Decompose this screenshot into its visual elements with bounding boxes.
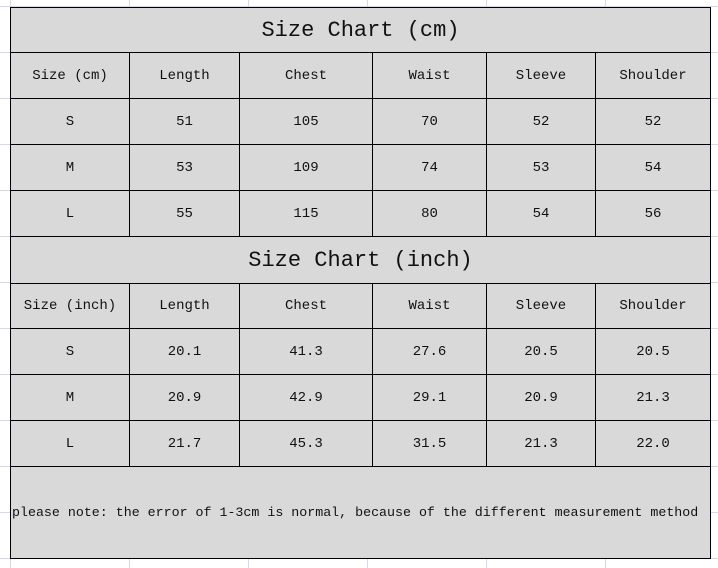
- data-cell[interactable]: 42.9: [239, 374, 373, 421]
- header-row: Size (inch) Length Chest Waist Sleeve Shoulde…: [10, 283, 712, 329]
- chart-title[interactable]: Size Chart (cm): [9, 7, 712, 53]
- chart-title[interactable]: Size Chart (inch): [9, 236, 712, 284]
- table-row: S 51 105 70 52 52: [10, 98, 712, 145]
- data-cell[interactable]: 56: [594, 190, 712, 237]
- data-cell[interactable]: 109: [239, 144, 373, 191]
- data-cell[interactable]: 21.3: [594, 374, 712, 421]
- data-cell[interactable]: 27.6: [372, 328, 487, 375]
- data-cell[interactable]: 20.9: [129, 374, 240, 421]
- table-row: L 21.7 45.3 31.5 21.3 22.0: [10, 420, 712, 467]
- data-cell[interactable]: 22.0: [594, 420, 712, 467]
- header-cell[interactable]: Waist: [372, 283, 487, 329]
- header-cell[interactable]: Shoulder: [594, 52, 712, 99]
- header-cell[interactable]: Sleeve: [486, 283, 596, 329]
- data-cell[interactable]: 21.3: [486, 420, 596, 467]
- data-cell[interactable]: S: [10, 98, 130, 145]
- data-cell[interactable]: 52: [486, 98, 596, 145]
- table-row: M 53 109 74 53 54: [10, 144, 712, 191]
- header-cell[interactable]: Waist: [372, 52, 487, 99]
- header-cell[interactable]: Size (cm): [10, 52, 130, 99]
- data-cell[interactable]: 20.5: [486, 328, 596, 375]
- data-cell[interactable]: M: [10, 374, 130, 421]
- data-cell[interactable]: 21.7: [129, 420, 240, 467]
- data-cell[interactable]: 20.9: [486, 374, 596, 421]
- data-cell[interactable]: 20.1: [129, 328, 240, 375]
- data-cell[interactable]: S: [10, 328, 130, 375]
- header-cell[interactable]: Sleeve: [486, 52, 596, 99]
- size-chart-sheet: Size Chart (cm) Size (cm) Length Chest Waist…: [9, 7, 712, 559]
- data-cell[interactable]: 20.5: [594, 328, 712, 375]
- data-cell[interactable]: L: [10, 420, 130, 467]
- data-cell[interactable]: 115: [239, 190, 373, 237]
- data-cell[interactable]: 80: [372, 190, 487, 237]
- data-cell[interactable]: L: [10, 190, 130, 237]
- data-cell[interactable]: 41.3: [239, 328, 373, 375]
- data-cell[interactable]: 45.3: [239, 420, 373, 467]
- data-cell[interactable]: 52: [594, 98, 712, 145]
- header-cell[interactable]: Length: [129, 52, 240, 99]
- header-cell[interactable]: Size (inch): [10, 283, 130, 329]
- data-cell[interactable]: M: [10, 144, 130, 191]
- table-row: M 20.9 42.9 29.1 20.9 21.3: [10, 374, 712, 421]
- data-cell[interactable]: 29.1: [372, 374, 487, 421]
- data-cell[interactable]: 74: [372, 144, 487, 191]
- header-cell[interactable]: Chest: [239, 52, 373, 99]
- data-cell[interactable]: 54: [486, 190, 596, 237]
- data-cell[interactable]: 105: [239, 98, 373, 145]
- header-cell[interactable]: Chest: [239, 283, 373, 329]
- data-cell[interactable]: 31.5: [372, 420, 487, 467]
- measurement-note[interactable]: please note: the error of 1-3cm is norma…: [9, 466, 712, 559]
- data-cell[interactable]: 53: [129, 144, 240, 191]
- data-cell[interactable]: 53: [486, 144, 596, 191]
- table-row: L 55 115 80 54 56: [10, 190, 712, 237]
- header-cell[interactable]: Length: [129, 283, 240, 329]
- header-cell[interactable]: Shoulder: [594, 283, 712, 329]
- data-cell[interactable]: 51: [129, 98, 240, 145]
- data-cell[interactable]: 54: [594, 144, 712, 191]
- data-cell[interactable]: 55: [129, 190, 240, 237]
- data-cell[interactable]: 70: [372, 98, 487, 145]
- table-row: S 20.1 41.3 27.6 20.5 20.5: [10, 328, 712, 375]
- header-row: Size (cm) Length Chest Waist Sleeve Shoulder: [10, 52, 712, 99]
